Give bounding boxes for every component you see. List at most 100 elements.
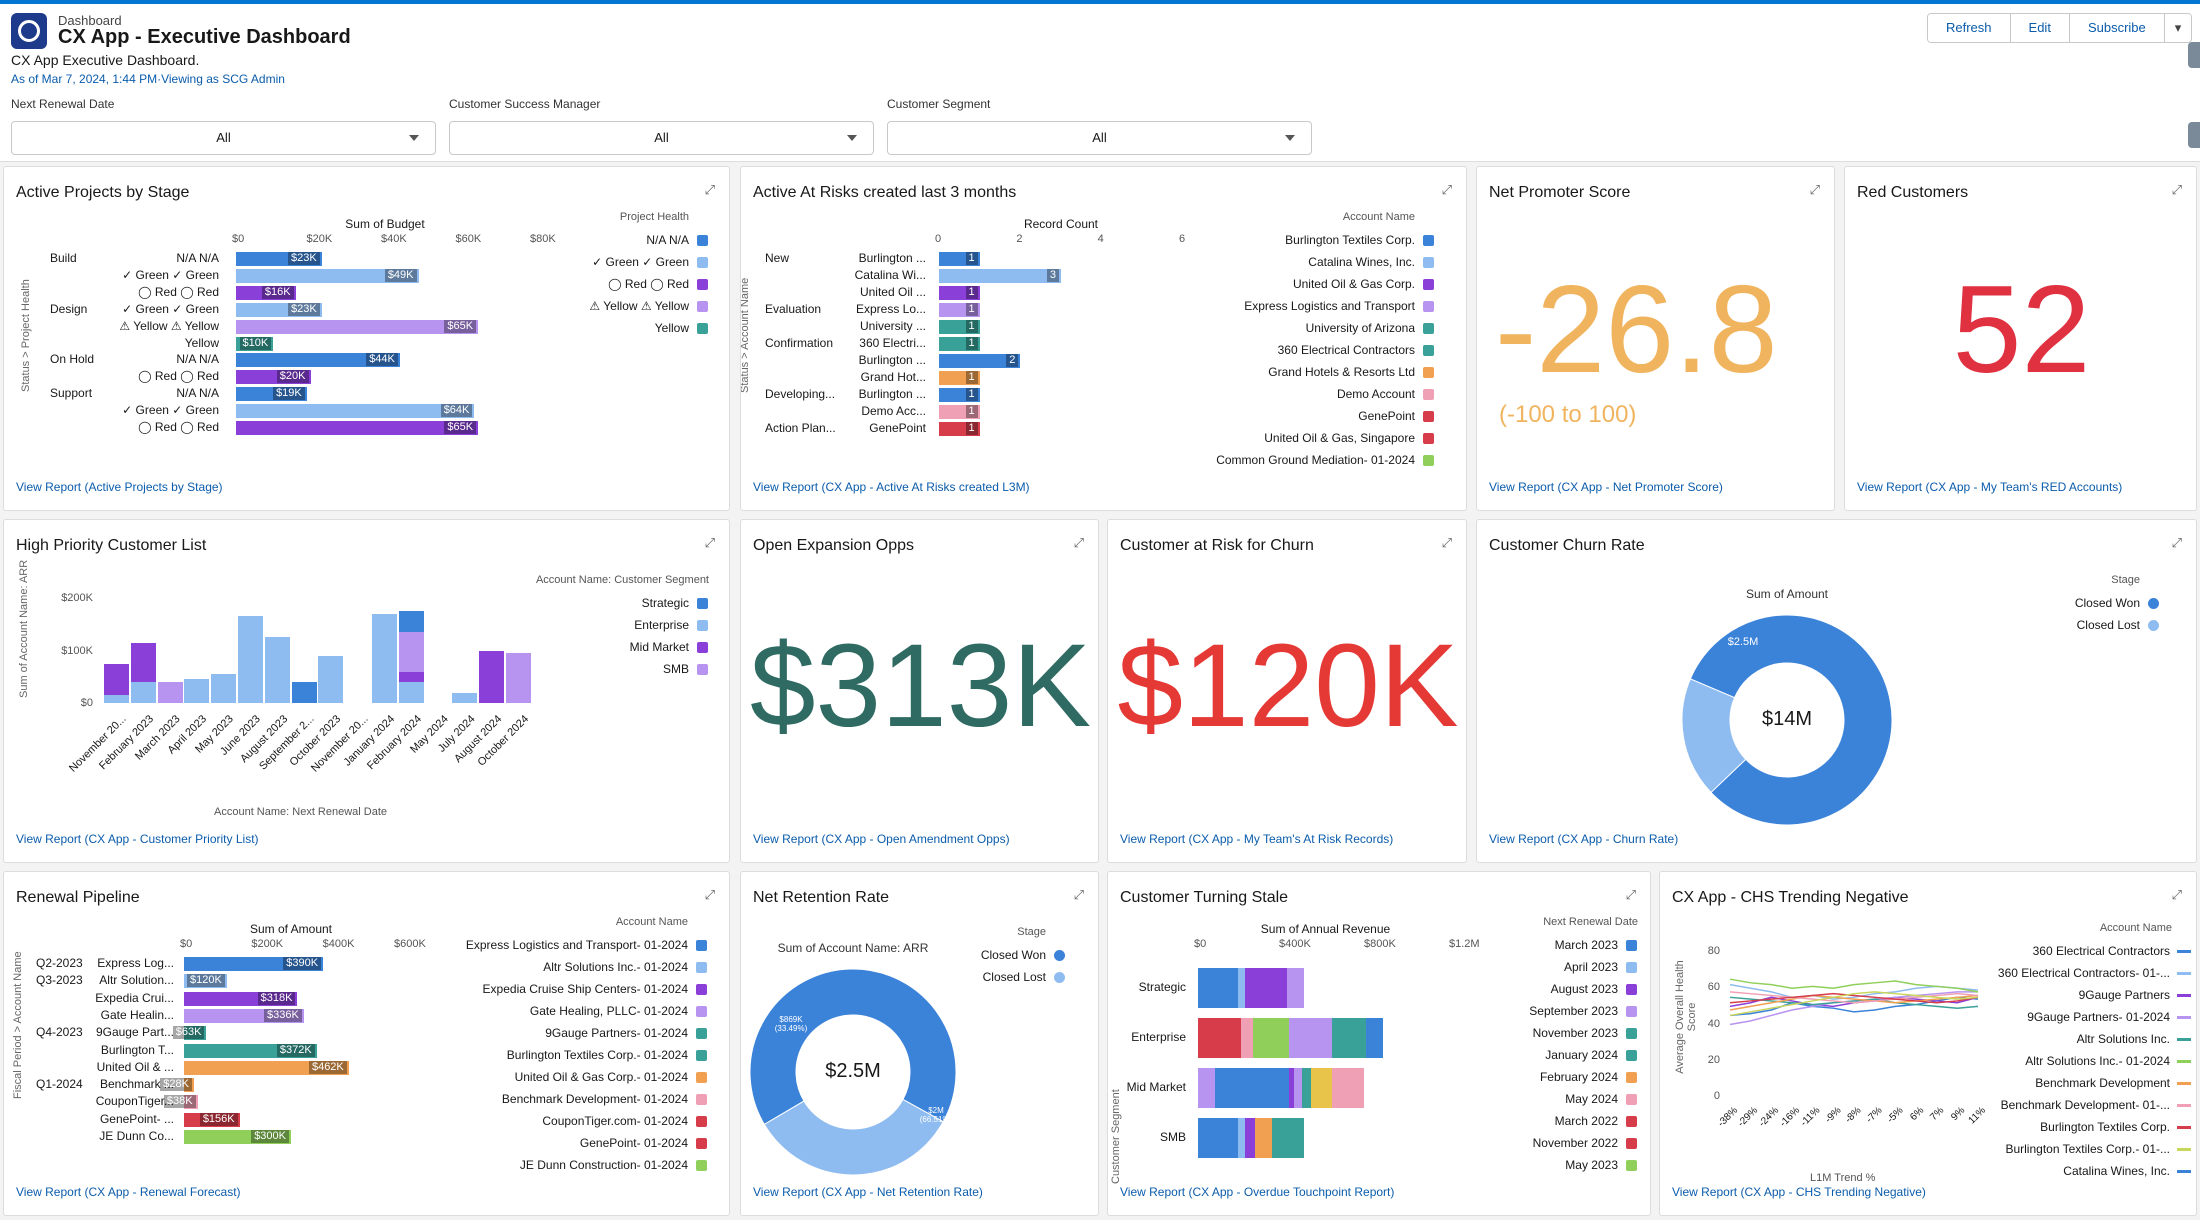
legend-swatch <box>697 279 708 290</box>
x-tick-label: 6 <box>1179 233 1186 245</box>
legend-swatch <box>697 598 708 609</box>
legend-item: March 2022 <box>1554 1114 1618 1128</box>
as-of-timestamp: As of Mar 7, 2024, 1:44 PM·Viewing as SC… <box>11 72 285 86</box>
legend-title: Stage <box>2111 574 2140 586</box>
y-tick-label: $100K <box>61 644 93 657</box>
legend-item: Enterprise <box>634 618 689 632</box>
legend-swatch <box>696 1116 707 1127</box>
top-accent-bar <box>0 0 2200 4</box>
view-report-link[interactable]: View Report (CX App - Active At Risks cr… <box>753 480 1030 494</box>
view-report-link[interactable]: View Report (CX App - My Team's RED Acco… <box>1857 480 2123 494</box>
row-group-label: Action Plan... <box>765 421 836 435</box>
legend-title: Account Name <box>615 916 688 928</box>
view-report-link[interactable]: View Report (CX App - Renewal Forecast) <box>16 1185 241 1199</box>
x-tick-label: $400K <box>1279 938 1311 950</box>
expand-icon[interactable]: ⤢ <box>2171 535 2182 550</box>
stacked-bar-segment <box>1365 1018 1383 1058</box>
view-report-link[interactable]: View Report (CX App - Churn Rate) <box>1489 832 1679 846</box>
more-actions-button[interactable]: ▾ <box>2164 14 2192 42</box>
expand-icon[interactable]: ⤢ <box>704 535 715 550</box>
legend-title: Account Name: Customer Segment <box>535 574 709 586</box>
bar: $300K <box>184 1130 291 1144</box>
legend-swatch <box>1626 1028 1637 1039</box>
bar: 1 <box>939 337 980 351</box>
side-panel-tab-icon[interactable] <box>2188 42 2200 68</box>
row-label: GenePoint <box>869 421 926 435</box>
view-report-link[interactable]: View Report (CX App - CHS Trending Negat… <box>1672 1185 1926 1199</box>
expand-icon[interactable]: ⤢ <box>704 887 715 902</box>
legend-swatch <box>1423 389 1434 400</box>
bar: 3 <box>939 269 1061 283</box>
view-report-link[interactable]: View Report (Active Projects by Stage) <box>16 480 223 494</box>
expand-icon[interactable]: ⤢ <box>704 182 715 197</box>
row-group-label: Developing... <box>765 387 836 401</box>
legend-swatch <box>1423 345 1434 356</box>
row-label: GenePoint- ... <box>99 1111 174 1126</box>
series-line <box>1729 992 1979 1004</box>
legend-item: Burlington Textiles Corp.- 01-... <box>2005 1142 2170 1156</box>
card-churn-rate: Customer Churn Rate ⤢ View Report (CX Ap… <box>1476 519 2197 863</box>
row-group-label: Support <box>50 386 93 401</box>
header-type: Dashboard <box>58 13 122 28</box>
data-label: $300K <box>251 1130 289 1143</box>
legend-swatch <box>1626 1160 1637 1171</box>
x-tick-label: 2 <box>1016 233 1023 245</box>
legend-swatch <box>696 1160 707 1171</box>
legend-item: April 2023 <box>1563 960 1618 974</box>
filter-customer-segment[interactable]: All <box>887 121 1312 155</box>
column-bar <box>104 663 129 696</box>
stacked-bar-segment <box>1238 968 1245 1008</box>
legend-swatch <box>1054 950 1065 961</box>
view-report-link[interactable]: View Report (CX App - My Team's At Risk … <box>1120 832 1394 846</box>
expand-icon[interactable]: ⤢ <box>2171 182 2182 197</box>
expand-icon[interactable]: ⤢ <box>1073 887 1084 902</box>
expand-icon[interactable]: ⤢ <box>1809 182 1820 197</box>
card-title: Customer Churn Rate <box>1489 537 1645 554</box>
view-report-link[interactable]: View Report (CX App - Net Retention Rate… <box>753 1185 983 1199</box>
card-active-at-risks: Active At Risks created last 3 months ⤢ … <box>740 166 1467 511</box>
data-label: 1 <box>965 422 978 435</box>
expand-icon[interactable]: ⤢ <box>1625 887 1636 902</box>
stacked-bar-segment <box>1198 1118 1239 1158</box>
legend-item: ◯ Red ◯ Red <box>608 277 689 291</box>
legend-item: Catalina Wines, Inc. <box>2063 1164 2170 1178</box>
expand-icon[interactable]: ⤢ <box>1441 182 1452 197</box>
view-report-link[interactable]: View Report (CX App - Net Promoter Score… <box>1489 480 1723 494</box>
stacked-bar-segment <box>1302 1068 1311 1108</box>
view-report-link[interactable]: View Report (CX App - Overdue Touchpoint… <box>1120 1185 1395 1199</box>
data-label: 2 <box>1006 354 1019 367</box>
x-tick-label: $80K <box>530 233 556 245</box>
stacked-bar-segment <box>1272 1118 1305 1158</box>
filter-customer-success-manager[interactable]: All <box>449 121 874 155</box>
bar: $23K <box>236 302 322 317</box>
legend-title: Next Renewal Date <box>1543 916 1638 928</box>
bar: 1 <box>939 303 980 317</box>
expand-icon[interactable]: ⤢ <box>1073 535 1084 550</box>
column-bar <box>184 679 210 703</box>
card-title: Renewal Pipeline <box>16 889 140 906</box>
stacked-bar-segment <box>1198 968 1239 1008</box>
view-report-link[interactable]: View Report (CX App - Customer Priority … <box>16 832 259 846</box>
data-label: $16K <box>261 285 294 299</box>
row-label: Demo Acc... <box>861 404 926 418</box>
edit-button[interactable]: Edit <box>2010 14 2070 42</box>
y-axis-title: Fiscal Period > Account Name <box>12 951 24 1100</box>
y-tick-label: $200K <box>61 592 93 604</box>
card-title: Open Expansion Opps <box>753 537 914 554</box>
legend-item: JE Dunn Construction- 01-2024 <box>519 1158 688 1172</box>
row-label: N/A N/A <box>176 386 219 401</box>
legend-item: Strategic <box>641 596 689 610</box>
expand-icon[interactable]: ⤢ <box>2171 887 2182 902</box>
side-panel-tab-icon[interactable] <box>2188 122 2200 148</box>
row-label: ◯ Red ◯ Red <box>138 369 219 384</box>
legend-swatch <box>697 235 708 246</box>
filter-next-renewal-date[interactable]: All <box>11 121 436 155</box>
refresh-button[interactable]: Refresh <box>1928 14 2011 42</box>
legend-item: Closed Lost <box>2076 618 2140 632</box>
subscribe-button[interactable]: Subscribe <box>2069 14 2165 42</box>
bar: $64K <box>236 404 475 419</box>
legend-item: 9Gauge Partners- 01-2024 <box>2027 1010 2170 1024</box>
expand-icon[interactable]: ⤢ <box>1441 535 1452 550</box>
row-label: United Oil ... <box>859 285 926 299</box>
view-report-link[interactable]: View Report (CX App - Open Amendment Opp… <box>753 832 1010 846</box>
